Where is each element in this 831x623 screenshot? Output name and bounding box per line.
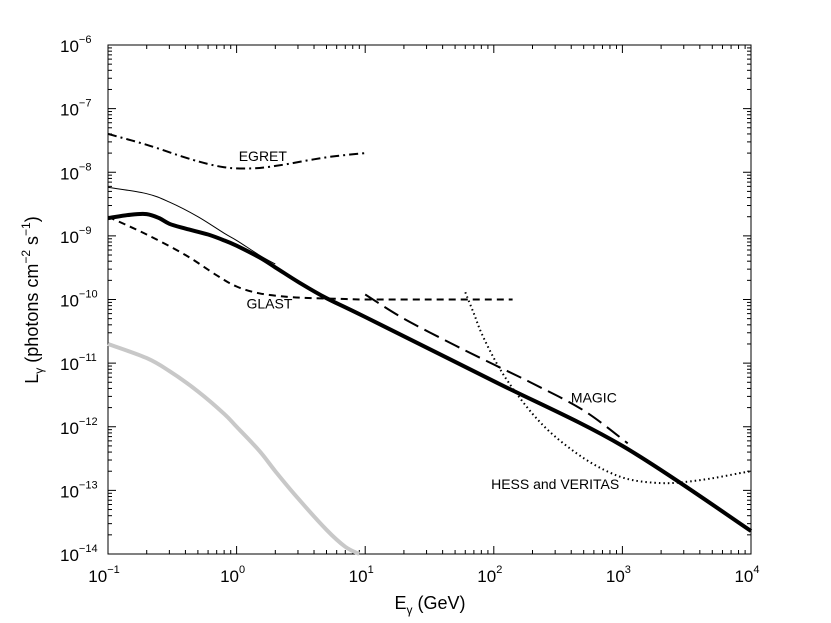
axis-ticks [107,44,752,555]
y-tick-label: 10−9 [60,225,91,247]
series-egret-line [107,132,366,170]
annotation-hess-and-veritas: HESS and VERITAS [491,476,619,492]
x-axis-label: Eγ (GeV) [394,593,465,617]
y-tick-label: 10−8 [60,161,91,183]
x-tick-label: 100 [220,564,245,586]
series-layer [107,132,753,556]
y-tick-label: 10−7 [60,98,91,120]
series-hess-and-veritas-line [464,291,752,485]
x-tick-label: 103 [606,564,631,586]
y-axis-label: Lγ (photons cm−2 s−1) [19,216,46,383]
series-magic-line [364,293,629,445]
annotations: EGRET GLAST MAGIC HESS and VERITAS [239,148,619,492]
y-tick-label: 10−12 [60,416,98,438]
annotation-magic: MAGIC [571,390,617,406]
series-prediction-gray-line [107,342,361,556]
y-tick-label: 10−13 [60,479,98,501]
x-tick-label: 102 [477,564,502,586]
y-tick-label: 10−14 [60,543,98,565]
annotation-glast: GLAST [246,296,292,312]
x-tick-label: 10−1 [88,564,119,586]
x-tick-label: 104 [734,564,759,586]
series-prediction-total-line [107,211,753,533]
tick-labels: 10−1 100 101 102 103 104 10−14 10−13 10−12 10−11 1… [60,34,760,586]
annotation-egret: EGRET [239,148,288,164]
y-tick-label: 10−11 [60,352,97,374]
y-tick-label: 10−10 [60,289,98,311]
x-tick-label: 101 [349,564,374,586]
series-glast-line [107,215,513,301]
series-prediction-thin-line [107,186,276,265]
y-tick-label: 10−6 [60,34,91,56]
